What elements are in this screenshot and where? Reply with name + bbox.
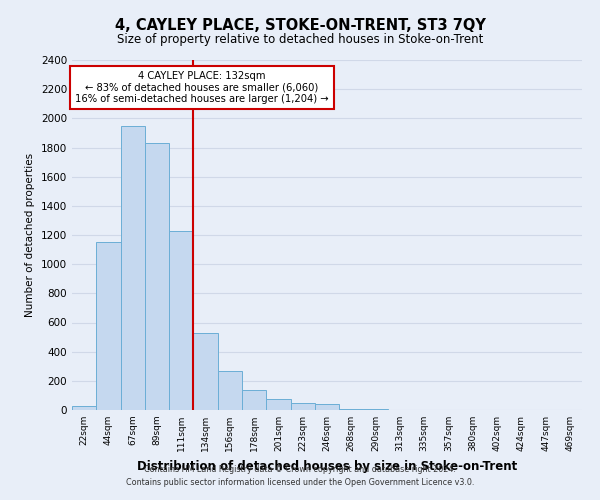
Bar bbox=[193, 334, 218, 410]
Bar bbox=[145, 143, 169, 410]
Bar bbox=[169, 230, 193, 410]
Text: Contains public sector information licensed under the Open Government Licence v3: Contains public sector information licen… bbox=[126, 478, 474, 487]
Bar bbox=[218, 372, 242, 410]
Bar bbox=[242, 390, 266, 410]
Text: Contains HM Land Registry data © Crown copyright and database right 2024.: Contains HM Land Registry data © Crown c… bbox=[144, 466, 456, 474]
Bar bbox=[72, 406, 96, 410]
Bar bbox=[339, 408, 364, 410]
Bar bbox=[290, 404, 315, 410]
Bar bbox=[266, 399, 290, 410]
Bar bbox=[96, 242, 121, 410]
Bar bbox=[121, 126, 145, 410]
Y-axis label: Number of detached properties: Number of detached properties bbox=[25, 153, 35, 317]
X-axis label: Distribution of detached houses by size in Stoke-on-Trent: Distribution of detached houses by size … bbox=[137, 460, 517, 472]
Bar bbox=[315, 404, 339, 410]
Text: 4 CAYLEY PLACE: 132sqm
← 83% of detached houses are smaller (6,060)
16% of semi-: 4 CAYLEY PLACE: 132sqm ← 83% of detached… bbox=[75, 70, 329, 104]
Text: 4, CAYLEY PLACE, STOKE-ON-TRENT, ST3 7QY: 4, CAYLEY PLACE, STOKE-ON-TRENT, ST3 7QY bbox=[115, 18, 485, 32]
Text: Size of property relative to detached houses in Stoke-on-Trent: Size of property relative to detached ho… bbox=[117, 32, 483, 46]
